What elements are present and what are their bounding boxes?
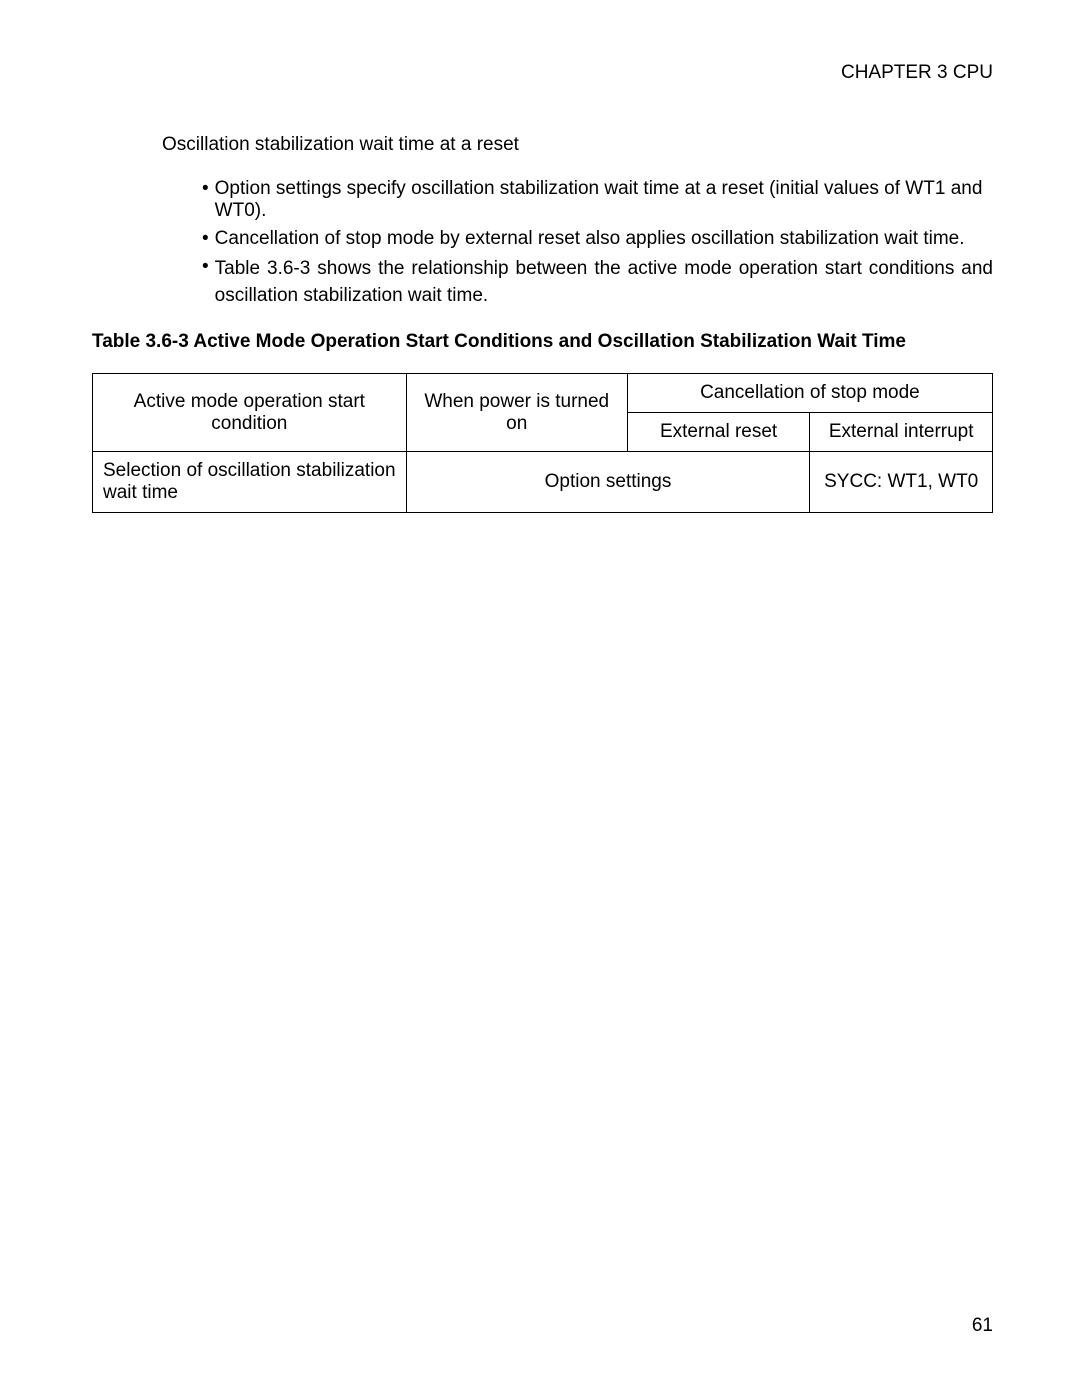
table-header-cell: External reset (627, 413, 810, 452)
table-row: Selection of oscillation stabilization w… (93, 452, 993, 513)
table-header-cell: Cancellation of stop mode (627, 374, 992, 413)
bullet-item: • Option settings specify oscillation st… (202, 178, 993, 222)
conditions-table: Active mode operation start condition Wh… (92, 373, 993, 513)
section-heading: Oscillation stabilization wait time at a… (162, 134, 993, 156)
table-cell: Selection of oscillation stabilization w… (93, 452, 407, 513)
page-number: 61 (972, 1315, 993, 1337)
table-header-cell: External interrupt (810, 413, 993, 452)
bullet-item: • Cancellation of stop mode by external … (202, 228, 993, 250)
bullet-icon: • (202, 228, 209, 250)
table-header-cell: When power is turned on (406, 374, 627, 452)
table-row: Active mode operation start condition Wh… (93, 374, 993, 413)
chapter-header: CHAPTER 3 CPU (92, 62, 993, 84)
bullet-icon: • (202, 178, 209, 222)
table-cell: Option settings (406, 452, 810, 513)
bullet-text: Cancellation of stop mode by external re… (215, 228, 993, 250)
bullet-icon: • (202, 256, 209, 309)
table-cell: SYCC: WT1, WT0 (810, 452, 993, 513)
table-header-cell: Active mode operation start condition (93, 374, 407, 452)
bullet-item: • Table 3.6-3 shows the relationship bet… (202, 256, 993, 309)
bullet-text: Option settings specify oscillation stab… (215, 178, 993, 222)
bullet-text: Table 3.6-3 shows the relationship betwe… (215, 256, 993, 309)
table-caption: Table 3.6-3 Active Mode Operation Start … (92, 331, 993, 353)
